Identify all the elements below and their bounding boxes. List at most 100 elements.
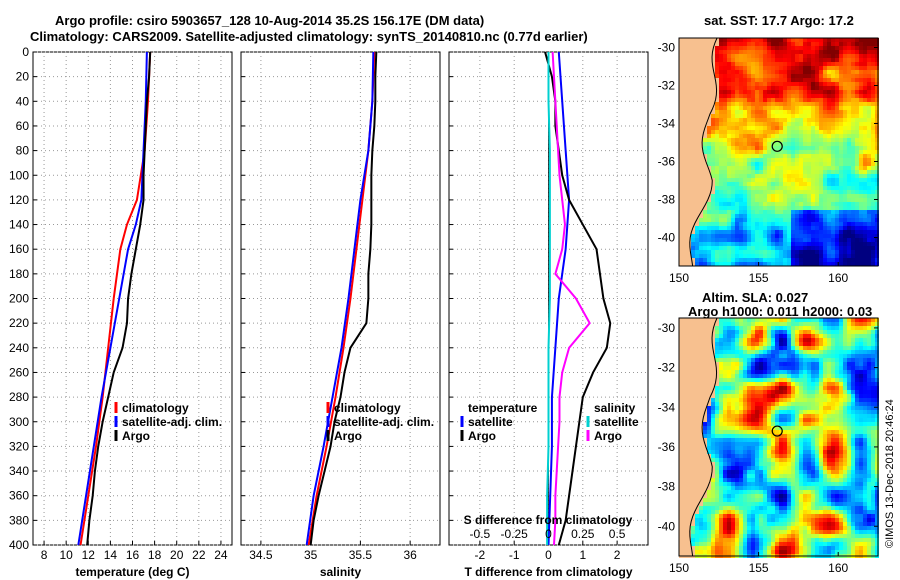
x-tick-label: 35.5 <box>349 548 373 562</box>
x-tick-label: -1 <box>509 548 520 562</box>
legend-title-temperature: temperature <box>468 401 538 415</box>
map-cells <box>679 318 879 558</box>
x-tick-label: 12 <box>82 548 96 562</box>
legend-label: satellite <box>594 415 639 429</box>
argo-position-marker <box>771 140 783 152</box>
title-line-1: Argo profile: csiro 5903657_128 10-Aug-2… <box>55 13 485 28</box>
y-tick-label: 200 <box>9 292 29 306</box>
legend-label: Argo <box>334 429 362 443</box>
lat-tick-label: -30 <box>658 41 676 55</box>
series-line-argo <box>86 51 152 546</box>
lon-tick-label: 160 <box>828 561 848 575</box>
y-tick-label: 0 <box>22 45 29 59</box>
legend-label: Argo <box>594 429 622 443</box>
y-tick-label: 360 <box>9 489 29 503</box>
series-line-satellite-adj-clim- <box>77 51 148 546</box>
x-tick-label: 34.5 <box>249 548 273 562</box>
s-tick-label: 0.5 <box>609 527 626 541</box>
lat-tick-label: -36 <box>658 440 676 454</box>
x-tick-label: 1 <box>579 548 586 562</box>
x-tick-label: 18 <box>148 548 162 562</box>
x-axis-label: salinity <box>320 565 362 579</box>
lat-tick-label: -32 <box>658 361 676 375</box>
x-tick-label: 8 <box>41 548 48 562</box>
y-tick-label: 220 <box>9 316 29 330</box>
plot-frame <box>32 51 233 546</box>
y-tick-label: 160 <box>9 242 29 256</box>
y-tick-label: 340 <box>9 464 29 478</box>
s-tick-label: 0.25 <box>571 527 595 541</box>
salinity-panel: 34.5 35 35.5 36 salinity climatologysatellite… <box>240 51 441 579</box>
lat-tick-label: -40 <box>658 231 676 245</box>
sla-title-2: Argo h1000: 0.011 h2000: 0.03 <box>688 304 873 319</box>
temperature-panel: 8 10 12 14 16 18 20 22 2402040608010012014016018… <box>9 45 233 579</box>
y-tick-label: 20 <box>16 70 30 84</box>
lat-tick-label: -40 <box>658 519 676 533</box>
y-tick-label: 400 <box>9 538 29 552</box>
x-tick-label: 36 <box>403 548 417 562</box>
legend-label: climatology <box>122 401 189 415</box>
y-tick-label: 100 <box>9 168 29 182</box>
sst-map: 150 155 160 -30 -32 -34 -36 -38 -40 <box>658 37 879 285</box>
difference-panel: -2 -1 0 1 2 T difference from climatology temp… <box>448 51 649 579</box>
map-cells <box>679 38 879 266</box>
x-tick-label: 22 <box>192 548 206 562</box>
x-tick-label: 0 <box>545 548 552 562</box>
legend-label: satellite-adj. clim. <box>122 415 222 429</box>
sla-title-1: Altim. SLA: 0.027 <box>702 290 809 305</box>
y-tick-label: 260 <box>9 365 29 379</box>
s-tick-label: 0 <box>545 527 552 541</box>
legend-label: climatology <box>334 401 401 415</box>
argo-position-marker <box>771 425 783 437</box>
legend-title-salinity: salinity <box>594 401 636 415</box>
y-tick-label: 180 <box>9 267 29 281</box>
coastline <box>689 37 718 267</box>
sst-map-title: sat. SST: 17.7 Argo: 17.2 <box>704 13 854 28</box>
map-frame <box>678 317 879 557</box>
series-line-satellite-adj-clim- <box>305 51 375 546</box>
series-line-t-satellite <box>547 51 571 546</box>
lon-tick-label: 155 <box>749 561 769 575</box>
s-tick-label: -0.5 <box>470 527 491 541</box>
y-tick-label: 40 <box>16 94 30 108</box>
series-line-s-satellite <box>546 52 551 545</box>
plot-frame <box>240 51 441 546</box>
y-tick-label: 300 <box>9 415 29 429</box>
legend-label: satellite-adj. clim. <box>334 415 434 429</box>
lon-tick-label: 155 <box>749 271 769 285</box>
title-line-2: Climatology: CARS2009. Satellite-adjuste… <box>30 29 588 44</box>
map-frame <box>678 37 879 267</box>
x-tick-label: -2 <box>475 548 486 562</box>
x-tick-label: 2 <box>614 548 621 562</box>
coastline <box>689 317 718 557</box>
lat-tick-label: -34 <box>658 117 676 131</box>
legend-label: satellite <box>468 415 513 429</box>
lon-tick-label: 150 <box>669 561 689 575</box>
y-tick-label: 80 <box>16 144 30 158</box>
y-tick-label: 280 <box>9 390 29 404</box>
lon-tick-label: 160 <box>828 271 848 285</box>
series-line-s-argo <box>551 51 591 546</box>
x-tick-label: 24 <box>214 548 228 562</box>
series-line-argo <box>309 51 378 546</box>
x-tick-label: 16 <box>126 548 140 562</box>
sla-map: 150 155 160 -30 -32 -34 -36 -38 -40 <box>658 317 879 575</box>
lon-tick-label: 150 <box>669 271 689 285</box>
legend-label: Argo <box>122 429 150 443</box>
legend-label: Argo <box>468 429 496 443</box>
y-tick-label: 120 <box>9 193 29 207</box>
x-tick-label: 20 <box>170 548 184 562</box>
lat-tick-label: -34 <box>658 400 676 414</box>
y-tick-label: 380 <box>9 513 29 527</box>
lat-tick-label: -32 <box>658 79 676 93</box>
x-tick-label: 10 <box>59 548 73 562</box>
y-tick-label: 140 <box>9 218 29 232</box>
y-tick-label: 320 <box>9 439 29 453</box>
x-axis-label: T difference from climatology <box>464 565 632 579</box>
s-tick-label: -0.25 <box>501 527 529 541</box>
x-axis-label: temperature (deg C) <box>75 565 189 579</box>
lat-tick-label: -36 <box>658 155 676 169</box>
lat-tick-label: -30 <box>658 321 676 335</box>
